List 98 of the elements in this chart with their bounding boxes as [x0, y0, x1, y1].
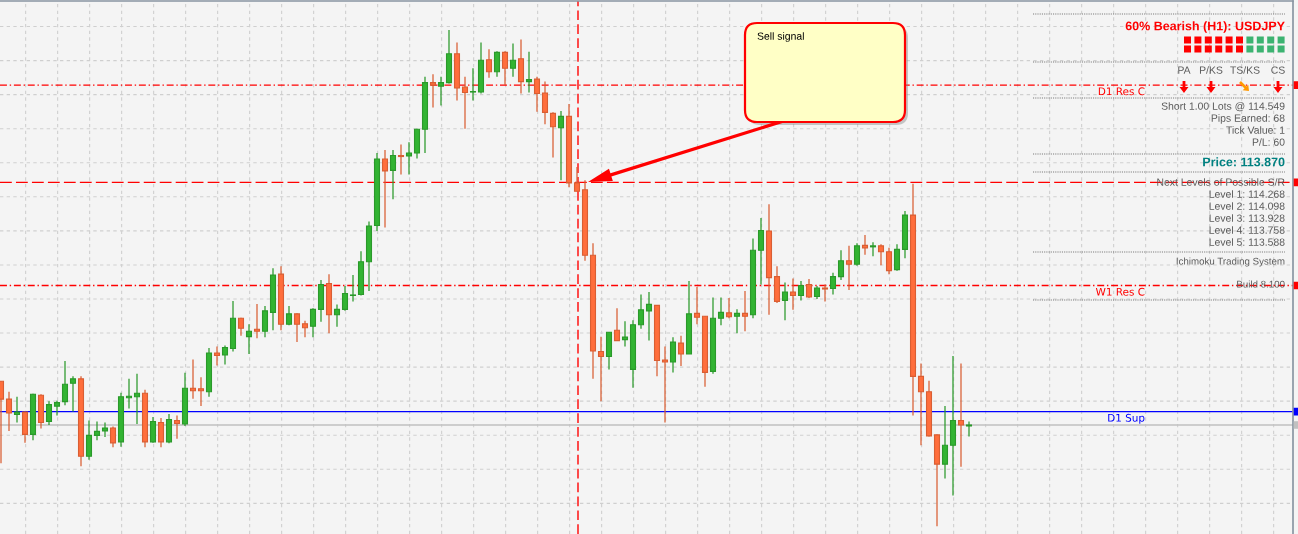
candlestick: [413, 128, 421, 160]
candlestick: [613, 307, 621, 342]
candlestick: [293, 312, 301, 343]
candlestick: [309, 307, 317, 338]
candlestick: [965, 420, 973, 438]
text: Level 2: 114.098: [1209, 202, 1285, 210]
candlestick: [885, 247, 893, 275]
candlestick: [829, 272, 837, 296]
candlestick: [957, 362, 965, 468]
candlestick: [213, 345, 221, 367]
candlestick: [397, 143, 405, 176]
text: P/KS: [1199, 66, 1223, 74]
candlestick: [757, 217, 765, 286]
candlestick: [45, 400, 53, 426]
candlestick: [13, 396, 21, 424]
candlestick: [93, 420, 101, 441]
candlestick: [541, 80, 549, 125]
candlestick: [549, 111, 557, 159]
candlestick: [941, 405, 949, 480]
ref-line-label: D1 Res C: [1098, 87, 1145, 96]
candlestick: [461, 76, 469, 130]
candlestick: [85, 419, 93, 461]
ref-line-label: W1 Res C: [1095, 287, 1145, 296]
text: TS/KS: [1230, 66, 1260, 74]
candlestick: [69, 375, 77, 413]
candlestick: [245, 323, 253, 355]
candlestick: [533, 76, 541, 113]
text: CS: [1271, 66, 1285, 74]
candlestick: [733, 308, 741, 334]
text: PA: [1178, 66, 1191, 74]
candlestick: [349, 274, 357, 303]
candlestick: [621, 320, 629, 348]
candlestick: [429, 73, 437, 109]
candlestick: [493, 50, 501, 78]
candlestick: [661, 345, 669, 424]
candlestick: [789, 277, 797, 311]
candlestick: [797, 280, 805, 302]
text: Level 5: 113.588: [1209, 238, 1285, 246]
text: 60% Bearish (H1): USDJPY: [1125, 21, 1285, 33]
text: Ichimoku Trading System: [1176, 257, 1285, 267]
text: Level 3: 113.928: [1209, 214, 1285, 222]
candlestick: [517, 38, 525, 95]
text: P/L: 60: [1252, 138, 1285, 146]
candlestick: [597, 336, 605, 402]
candlestick: [877, 243, 885, 266]
candlestick: [853, 242, 861, 267]
candlestick: [893, 243, 901, 272]
candlestick: [221, 344, 229, 366]
candlestick: [741, 290, 749, 332]
candlestick: [837, 249, 845, 281]
text: Price: 113.870: [1203, 157, 1285, 167]
candlestick: [165, 413, 173, 444]
candlestick: [821, 283, 829, 303]
candlestick: [341, 285, 349, 312]
candlestick: [21, 410, 29, 444]
candlestick: [437, 76, 445, 107]
candlestick: [389, 149, 397, 200]
candlestick: [149, 416, 157, 444]
ref-line-label: D1 Sup: [1108, 413, 1145, 424]
candlestick: [525, 51, 533, 94]
candlestick: [333, 303, 341, 328]
candlestick: [61, 360, 69, 406]
text: Short 1.00 Lots @ 114.549: [1161, 102, 1285, 112]
candlestick: [109, 425, 117, 448]
candlestick: [5, 391, 13, 432]
candlestick: [869, 241, 877, 257]
candlestick: [381, 149, 389, 229]
annotation: Sell signal: [757, 32, 804, 42]
text: Pips Earned: 68: [1211, 114, 1285, 124]
candlestick: [645, 291, 653, 342]
candlestick: [405, 141, 413, 176]
candlestick: [677, 335, 685, 367]
candlestick: [781, 281, 789, 321]
candlestick: [197, 376, 205, 407]
candlestick: [261, 305, 269, 338]
candlestick: [253, 303, 261, 339]
candlestick: [725, 297, 733, 319]
candlestick: [573, 166, 581, 192]
text: Level 4: 113.758: [1209, 226, 1285, 234]
candlestick: [501, 50, 509, 86]
candlestick: [509, 42, 517, 78]
candlestick: [301, 320, 309, 338]
candlestick: [845, 245, 853, 291]
candlestick: [693, 286, 701, 325]
candlestick: [917, 362, 925, 446]
text: Tick Value: 1: [1226, 126, 1285, 134]
candlestick: [637, 293, 645, 330]
candlestick: [805, 278, 813, 299]
candlestick: [557, 110, 565, 181]
candlestick: [485, 48, 493, 79]
text: Level 1: 114.268: [1209, 190, 1285, 198]
candlestick: [669, 336, 677, 374]
candlestick: [101, 421, 109, 438]
candlestick: [469, 67, 477, 102]
candlestick: [157, 417, 165, 448]
candlestick: [53, 400, 61, 417]
candlestick: [717, 296, 725, 326]
candlestick: [173, 414, 181, 440]
